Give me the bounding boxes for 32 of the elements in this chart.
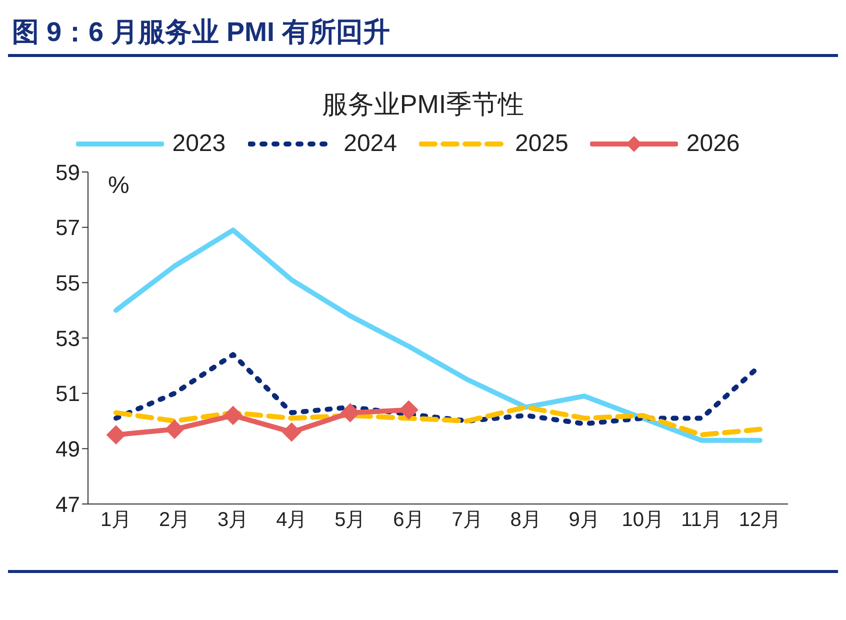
y-tick-label: 59 <box>56 160 80 185</box>
x-tick-label: 3月 <box>218 509 249 532</box>
legend-label: 2026 <box>685 130 740 158</box>
legend-label: 2023 <box>171 130 226 158</box>
point <box>399 400 418 420</box>
x-tick-label: 4月 <box>276 509 308 532</box>
x-tick-label: 8月 <box>510 509 542 532</box>
x-tick-label: 1月 <box>100 509 132 532</box>
y-tick-label: 51 <box>56 381 80 406</box>
y-tick-label: 53 <box>56 326 80 351</box>
x-tick-label: 5月 <box>334 509 366 532</box>
chart-title: 图 9：6 月服务业 PMI 有所回升 <box>8 8 838 57</box>
y-tick-label: 57 <box>56 215 80 240</box>
y-tick-label: 55 <box>56 270 80 296</box>
point <box>106 425 126 444</box>
chart-subtitle: 服务业PMI季节性 <box>320 88 526 121</box>
y-axis-title: % <box>108 172 130 200</box>
x-tick-label: 7月 <box>452 509 483 532</box>
point <box>282 422 302 442</box>
x-tick-label: 9月 <box>568 509 600 532</box>
point <box>224 406 243 425</box>
legend-label: 2025 <box>514 130 568 158</box>
legend-label: 2024 <box>342 130 397 158</box>
x-tick-label: 6月 <box>393 509 424 532</box>
y-tick-label: 49 <box>56 436 80 462</box>
point <box>165 420 184 439</box>
x-tick-label: 12月 <box>738 509 782 532</box>
y-tick-label: 47 <box>56 492 80 517</box>
x-tick-label: 11月 <box>681 509 722 532</box>
x-tick-label: 2月 <box>158 509 190 532</box>
x-tick-label: 10月 <box>622 509 664 532</box>
point <box>340 403 360 422</box>
